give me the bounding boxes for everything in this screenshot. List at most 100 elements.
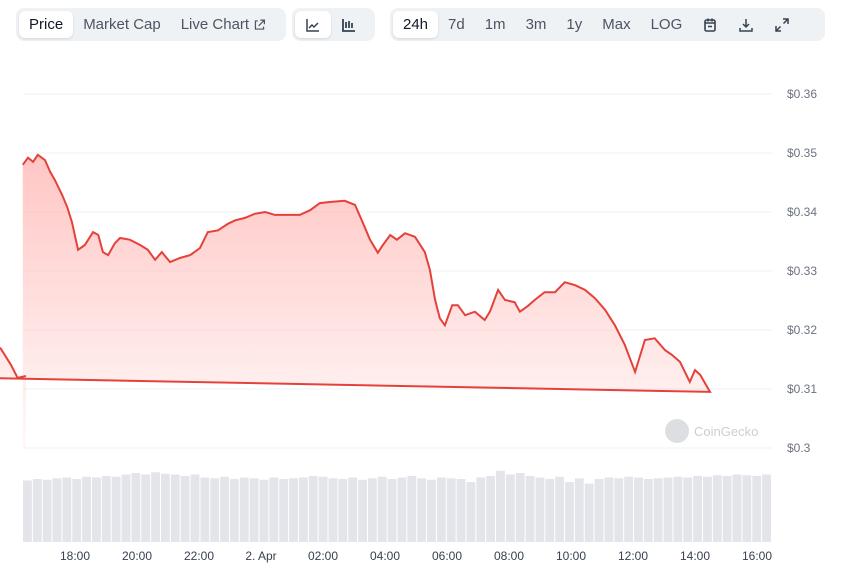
x-tick-label: 08:00 <box>494 549 524 563</box>
volume-bar <box>318 476 328 542</box>
range-1m[interactable]: 1m <box>484 16 506 33</box>
coingecko-watermark: CoinGecko <box>665 419 758 443</box>
range-selector: 24h 7d 1m 3m 1y Max LOG <box>390 8 825 41</box>
volume-bar <box>32 479 42 542</box>
calendar-icon <box>704 18 717 32</box>
y-tick-label: $0.33 <box>787 264 817 278</box>
volume-bar <box>752 476 762 542</box>
volume-bar <box>683 477 693 542</box>
watermark-text: CoinGecko <box>694 424 758 439</box>
volume-bar <box>387 479 397 542</box>
range-1y[interactable]: 1y <box>566 16 583 33</box>
range-24h[interactable]: 24h <box>393 11 439 38</box>
range-7d[interactable]: 7d <box>448 16 465 33</box>
volume-bar <box>141 474 151 542</box>
volume-bar <box>62 477 72 542</box>
line-chart-button[interactable] <box>295 11 331 38</box>
price-chart[interactable]: $0.36 $0.35 $0.34 $0.33 $0.32 $0.31 $0.3 18:00… <box>0 50 850 580</box>
volume-bar <box>160 473 170 542</box>
volume-bar <box>308 476 318 542</box>
volume-bar <box>328 478 338 542</box>
volume-bar <box>348 477 358 542</box>
price-area <box>0 154 710 448</box>
range-max[interactable]: Max <box>602 16 631 33</box>
volume-bar <box>545 479 555 542</box>
volume-bar <box>565 482 574 542</box>
volume-bar <box>239 477 249 542</box>
x-tick-label: 12:00 <box>618 549 648 563</box>
volume-bar <box>121 474 131 542</box>
x-tick-label: 02:00 <box>308 549 338 563</box>
log-scale-button[interactable]: LOG <box>650 16 683 33</box>
volume-bar <box>200 477 210 542</box>
volume-bar <box>229 479 239 542</box>
volume-bar <box>653 478 663 542</box>
y-tick-label: $0.35 <box>787 146 817 160</box>
volume-bar <box>762 474 771 542</box>
volume-bar <box>436 477 446 542</box>
volume-bar <box>535 477 545 542</box>
x-tick-label: 04:00 <box>370 549 400 563</box>
volume-bar <box>82 476 91 542</box>
volume-bar <box>496 470 505 542</box>
volume-bar <box>515 473 525 542</box>
volume-bar <box>643 479 653 542</box>
volume-bar <box>476 477 486 542</box>
volume-bar <box>624 476 634 542</box>
view-tabs: Price Market Cap Live Chart <box>16 8 286 41</box>
x-tick-label: 18:00 <box>60 549 90 563</box>
volume-bar <box>279 479 289 542</box>
volume-bar <box>131 473 141 542</box>
x-tick-label: 22:00 <box>184 549 214 563</box>
y-tick-label: $0.3 <box>787 441 811 455</box>
volume-bar <box>407 476 417 542</box>
volume-bar <box>72 479 82 542</box>
tab-live-chart[interactable]: Live Chart <box>171 11 276 38</box>
volume-bar <box>604 477 614 542</box>
tab-price[interactable]: Price <box>19 11 74 38</box>
volume-bar <box>555 476 565 542</box>
tab-market-cap[interactable]: Market Cap <box>83 16 161 33</box>
volume-bar <box>505 474 515 542</box>
volume-bar <box>712 475 722 542</box>
volume-bar <box>111 476 121 542</box>
volume-bar <box>525 476 535 542</box>
calendar-button[interactable] <box>692 11 728 38</box>
candlestick-chart-icon <box>342 18 355 32</box>
volume-bar <box>634 477 643 542</box>
volume-bar <box>298 477 308 542</box>
range-3m[interactable]: 3m <box>525 16 547 33</box>
volume-bar <box>673 476 683 542</box>
y-tick-label: $0.32 <box>787 323 817 337</box>
volume-bar <box>466 482 476 542</box>
volume-bar <box>289 478 298 542</box>
volume-bar <box>170 474 180 542</box>
volume-bar <box>151 472 160 542</box>
volume-bar <box>722 476 732 542</box>
volume-bar <box>180 476 190 542</box>
candlestick-chart-button[interactable] <box>331 11 367 38</box>
x-tick-label: 16:00 <box>742 549 772 563</box>
volume-bar <box>377 476 387 542</box>
x-tick-label: 20:00 <box>122 549 152 563</box>
volume-bar <box>742 475 752 542</box>
volume-bar <box>574 478 584 542</box>
x-tick-label: 14:00 <box>680 549 710 563</box>
x-tick-label: 10:00 <box>556 549 586 563</box>
volume-bar <box>52 478 62 542</box>
volume-bar <box>367 478 377 542</box>
volume-bar <box>42 479 52 542</box>
volume-bar <box>397 477 407 542</box>
volume-bar <box>614 478 624 542</box>
download-button[interactable] <box>728 11 764 38</box>
volume-bar <box>584 483 594 542</box>
volume-bar <box>486 476 496 542</box>
volume-bar <box>91 477 101 542</box>
volume-bar <box>23 480 32 542</box>
fullscreen-button[interactable] <box>764 11 800 38</box>
volume-bar <box>269 477 279 542</box>
volume-bar <box>594 479 604 542</box>
live-chart-label: Live Chart <box>180 16 250 33</box>
y-tick-label: $0.31 <box>787 382 817 396</box>
x-tick-label: 2. Apr <box>245 549 276 563</box>
